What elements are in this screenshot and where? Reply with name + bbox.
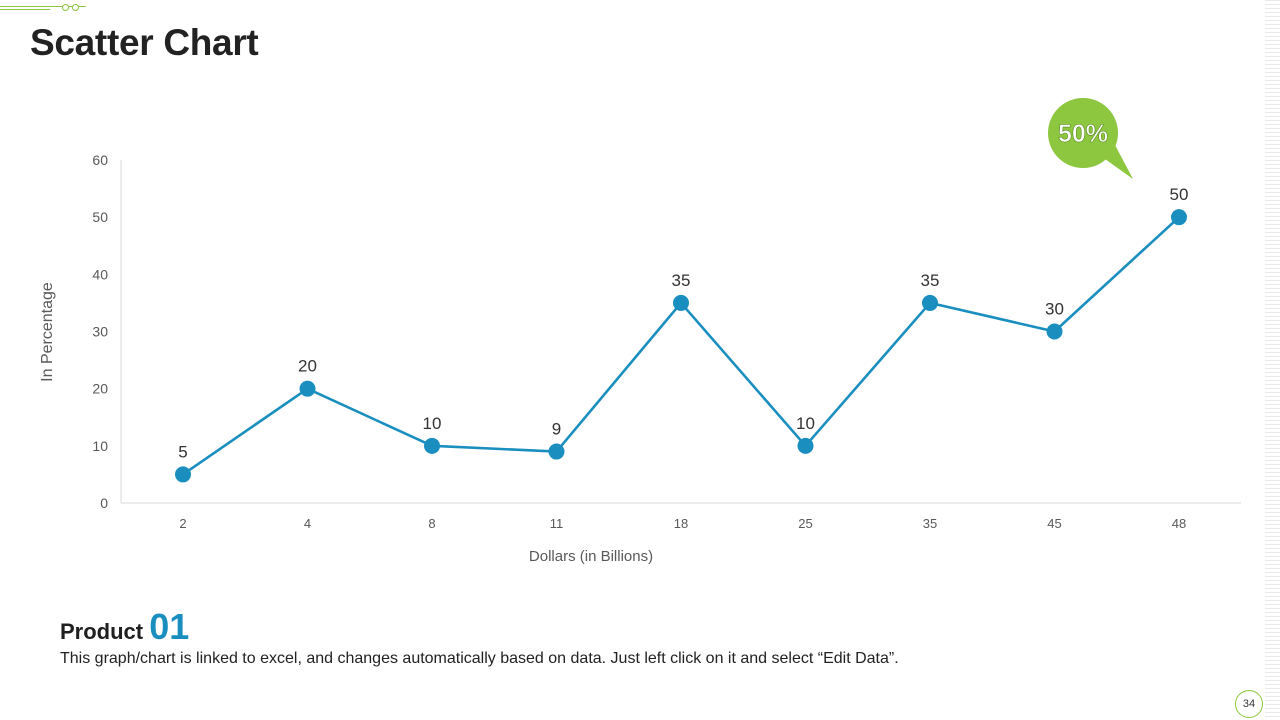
x-tick-label: 4	[304, 516, 311, 531]
chart-series[interactable]: 5 20 10 9 35 10 35 30 50	[175, 185, 1189, 483]
page-number: 34	[1235, 690, 1263, 718]
data-label: 30	[1045, 300, 1064, 319]
y-tick-label: 60	[92, 152, 108, 168]
x-tick-label: 48	[1172, 516, 1186, 531]
x-tick-label: 11	[550, 516, 564, 531]
data-point[interactable]	[797, 437, 814, 454]
x-tick-label: 8	[428, 516, 435, 531]
data-point[interactable]	[922, 294, 938, 311]
product-heading: Product 01	[60, 606, 189, 648]
data-point[interactable]	[673, 294, 689, 311]
data-label: 20	[298, 357, 317, 376]
y-tick-label: 50	[92, 209, 108, 225]
data-label: 50	[1170, 185, 1189, 204]
callout-text: 50%	[1058, 120, 1108, 148]
data-label: 10	[423, 414, 442, 433]
slide-title: Scatter Chart	[30, 22, 259, 63]
data-point[interactable]	[548, 443, 565, 460]
y-tick-label: 30	[92, 324, 108, 340]
x-tick-label: 18	[674, 516, 688, 531]
data-label: 35	[672, 271, 691, 290]
x-tick-label: 35	[923, 516, 937, 531]
data-point[interactable]	[175, 466, 191, 483]
y-tick-label: 10	[92, 438, 108, 454]
data-point[interactable]	[1171, 209, 1187, 226]
data-label: 35	[921, 271, 940, 290]
data-label: 10	[796, 414, 815, 433]
y-tick-label: 0	[100, 495, 108, 511]
percent-callout: 50%	[1048, 98, 1133, 179]
x-tick-label: 25	[798, 516, 812, 531]
product-number: 01	[149, 606, 190, 647]
y-axis-label: In Percentage	[39, 282, 56, 382]
data-point[interactable]	[299, 380, 316, 397]
y-tick-label: 20	[92, 381, 108, 397]
x-tick-label: 45	[1047, 516, 1061, 531]
data-label: 5	[178, 442, 187, 461]
series-line	[182, 216, 1180, 476]
product-description: This graph/chart is linked to excel, and…	[60, 650, 899, 667]
data-label: 9	[552, 420, 561, 439]
product-label: Product	[60, 619, 144, 644]
side-stripes-decoration	[1265, 0, 1280, 720]
x-tick-label: 2	[179, 516, 186, 531]
y-tick-label: 40	[92, 266, 108, 282]
callout-bubble	[1048, 98, 1118, 168]
data-point[interactable]	[424, 437, 440, 454]
data-point[interactable]	[1046, 323, 1063, 340]
callout-pointer	[1105, 145, 1133, 179]
header-decoration	[0, 4, 86, 11]
x-axis-label: Dollars (in Billions)	[529, 548, 653, 565]
